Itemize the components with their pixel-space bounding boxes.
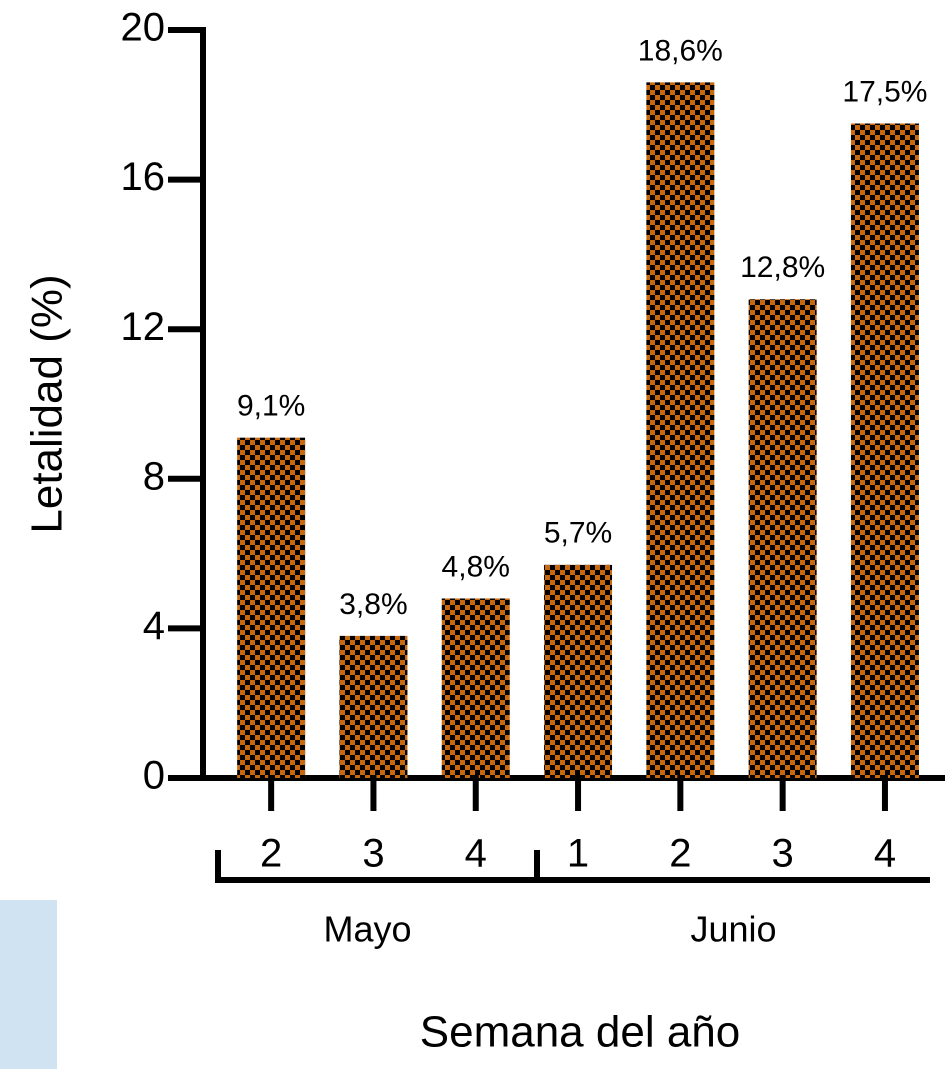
y-tick-label: 20 xyxy=(121,6,166,50)
x-tick-label: 2 xyxy=(260,832,282,876)
logo-fragment xyxy=(0,900,57,1069)
x-tick-label: 1 xyxy=(567,832,589,876)
y-tick-label: 16 xyxy=(121,155,166,199)
group-label: Junio xyxy=(690,909,776,950)
group-bracket xyxy=(215,850,537,883)
y-tick-label: 0 xyxy=(143,754,165,798)
bar xyxy=(441,598,510,778)
x-tick-label: 3 xyxy=(772,832,794,876)
y-tick-label: 4 xyxy=(143,604,165,648)
value-label: 5,7% xyxy=(544,517,612,550)
value-label: 12,8% xyxy=(740,251,825,284)
x-tick-label: 4 xyxy=(465,832,487,876)
bar xyxy=(748,299,817,778)
x-tick-label: 3 xyxy=(362,832,384,876)
bar xyxy=(544,564,613,778)
y-tick-label: 12 xyxy=(121,305,166,349)
bar xyxy=(850,123,919,778)
value-label: 3,8% xyxy=(339,588,407,621)
x-tick-label: 2 xyxy=(669,832,691,876)
y-axis-title: Letalidad (%) xyxy=(23,274,72,533)
bar xyxy=(237,437,306,778)
group-label: Mayo xyxy=(323,909,411,950)
value-label: 9,1% xyxy=(237,390,305,423)
group-bracket xyxy=(534,850,930,883)
x-axis-title: Semana del año xyxy=(420,1008,740,1057)
y-tick-label: 8 xyxy=(143,454,165,498)
value-label: 18,6% xyxy=(638,34,723,67)
bar xyxy=(646,82,715,779)
value-label: 17,5% xyxy=(842,75,927,108)
value-label: 4,8% xyxy=(442,550,510,583)
x-tick-label: 4 xyxy=(874,832,896,876)
bar xyxy=(339,635,408,778)
